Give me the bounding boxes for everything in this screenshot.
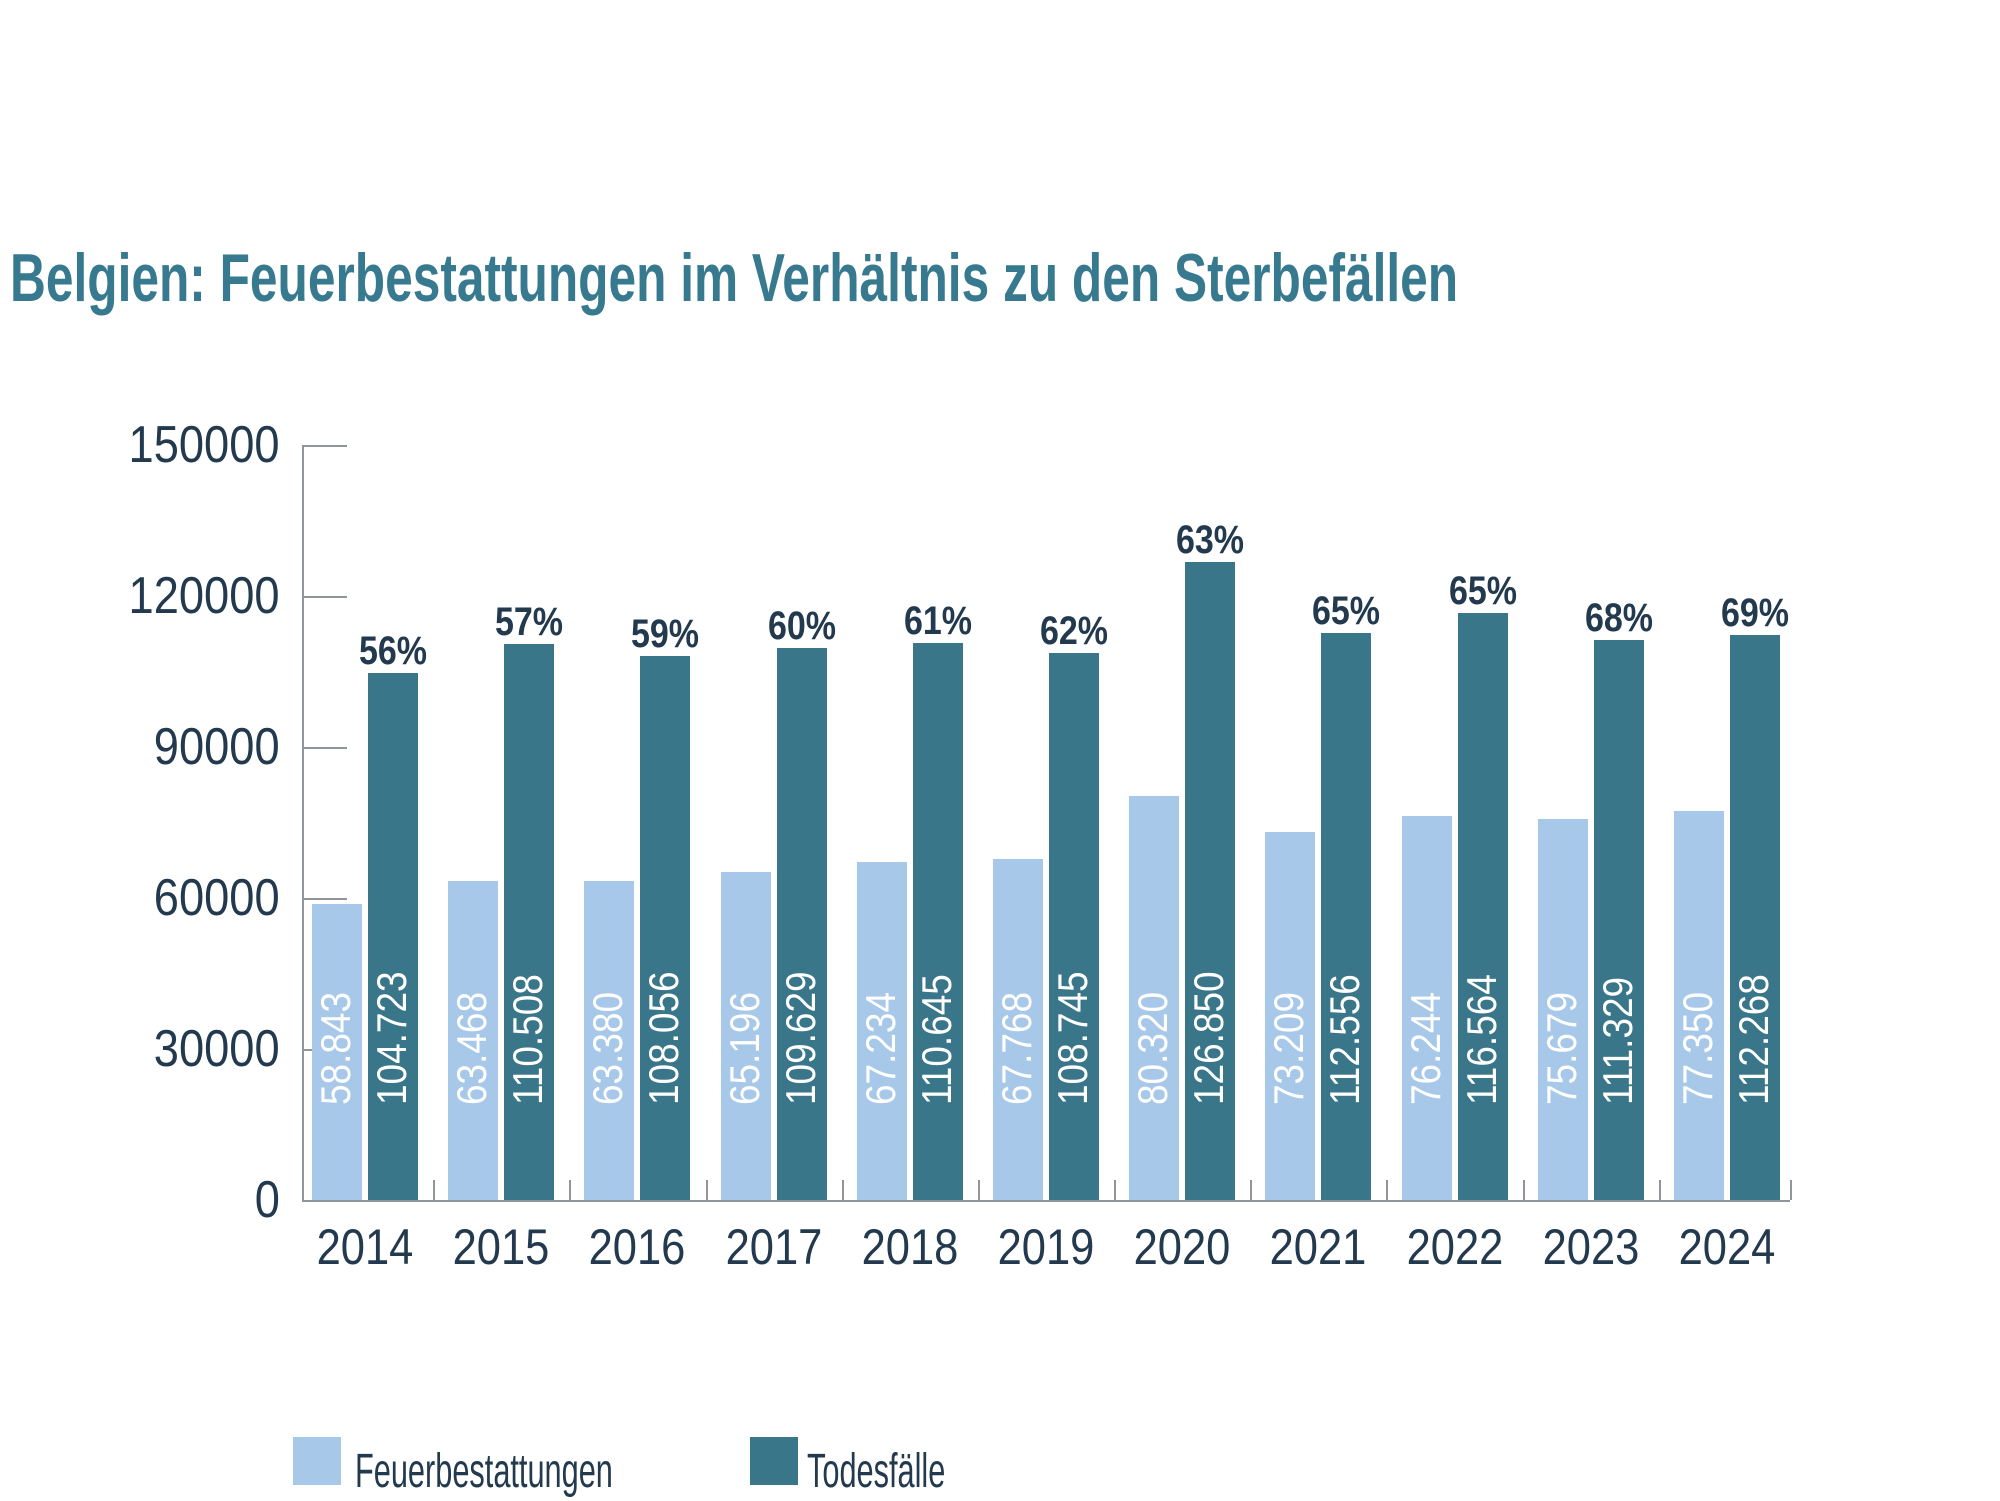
x-axis-line	[302, 1200, 1790, 1202]
legend-label-cremations: Feuerbestattungen	[355, 1445, 613, 1498]
percent-label-2023: 68%	[1584, 596, 1654, 640]
bar-cremations-2024	[1674, 811, 1724, 1200]
x-axis-label-2022: 2022	[1406, 1219, 1504, 1275]
bar-cremations-2017	[721, 872, 771, 1200]
bar-cremations-2019	[993, 859, 1043, 1200]
x-axis-tick	[978, 1180, 980, 1200]
percent-label-2015: 57%	[494, 600, 564, 644]
y-axis-tick	[302, 445, 347, 447]
bar-cremations-2014	[312, 904, 362, 1200]
y-axis-tick-label: 60000	[154, 869, 280, 927]
percent-label-2022: 65%	[1448, 569, 1518, 613]
x-axis-label-2023: 2023	[1542, 1219, 1640, 1275]
bar-deaths-2014	[368, 673, 418, 1200]
x-axis-tick	[706, 1180, 708, 1200]
legend-swatch-deaths	[750, 1437, 798, 1485]
bar-value-deaths-2024: 112.268	[1730, 974, 1777, 1105]
bar-value-deaths-2023: 111.329	[1594, 976, 1641, 1105]
y-axis-tick-label: 120000	[129, 567, 280, 625]
bar-cremations-2016	[584, 881, 634, 1200]
x-axis-tick	[1659, 1180, 1661, 1200]
legend-label-deaths: Todesfälle	[807, 1445, 946, 1498]
percent-label-2014: 56%	[358, 629, 428, 673]
bar-cremations-2020	[1129, 796, 1179, 1200]
bar-deaths-2024	[1730, 635, 1780, 1200]
bar-cremations-2015	[448, 881, 498, 1200]
bar-value-deaths-2022: 116.564	[1458, 974, 1505, 1105]
bar-cremations-2023	[1538, 819, 1588, 1200]
bar-deaths-2017	[777, 648, 827, 1200]
percent-label-2018: 61%	[903, 599, 973, 643]
x-axis-tick	[1386, 1180, 1388, 1200]
x-axis-label-2016: 2016	[588, 1219, 686, 1275]
x-axis-tick	[569, 1180, 571, 1200]
bar-value-deaths-2021: 112.556	[1321, 974, 1368, 1105]
bar-value-cremations-2020: 80.320	[1129, 991, 1176, 1105]
x-axis-tick	[1114, 1180, 1116, 1200]
y-axis-tick	[302, 596, 347, 598]
bar-value-cremations-2017: 65.196	[721, 991, 768, 1105]
bar-deaths-2021	[1321, 633, 1371, 1200]
percent-label-2019: 62%	[1039, 609, 1109, 653]
bar-value-cremations-2021: 73.209	[1265, 991, 1312, 1105]
bar-deaths-2020	[1185, 562, 1235, 1200]
x-axis-label-2018: 2018	[861, 1219, 959, 1275]
bar-value-cremations-2022: 76.244	[1402, 991, 1449, 1105]
y-axis-tick	[302, 747, 347, 749]
x-axis-label-2020: 2020	[1133, 1219, 1231, 1275]
x-axis-label-2024: 2024	[1678, 1219, 1776, 1275]
percent-label-2021: 65%	[1311, 589, 1381, 633]
y-axis-tick-label: 90000	[154, 718, 280, 776]
x-axis-label-2019: 2019	[997, 1219, 1095, 1275]
bar-value-deaths-2015: 110.508	[504, 974, 551, 1105]
bar-deaths-2016	[640, 656, 690, 1200]
bar-value-cremations-2016: 63.380	[584, 991, 631, 1105]
bar-value-deaths-2020: 126.850	[1185, 971, 1232, 1105]
bar-value-cremations-2019: 67.768	[993, 991, 1040, 1105]
bar-value-deaths-2017: 109.629	[777, 971, 824, 1105]
x-axis-label-2021: 2021	[1269, 1219, 1367, 1275]
y-axis-tick	[302, 898, 347, 900]
x-axis-tick	[1250, 1180, 1252, 1200]
percent-label-2020: 63%	[1175, 518, 1245, 562]
legend-swatch-cremations	[293, 1437, 341, 1485]
bar-value-cremations-2023: 75.679	[1538, 991, 1585, 1105]
y-axis-tick-label: 30000	[154, 1020, 280, 1078]
bar-deaths-2023	[1594, 640, 1644, 1200]
bar-cremations-2021	[1265, 832, 1315, 1200]
x-axis-tick	[1790, 1180, 1792, 1200]
y-axis-line	[302, 445, 304, 1202]
bar-value-cremations-2024: 77.350	[1674, 991, 1721, 1105]
bar-value-cremations-2018: 67.234	[857, 991, 904, 1105]
chart-title: Belgien: Feuerbestattungen im Verhältnis…	[10, 240, 1459, 316]
y-axis-tick-label: 0	[254, 1171, 280, 1229]
x-axis-tick	[842, 1180, 844, 1200]
bar-cremations-2022	[1402, 816, 1452, 1200]
x-axis-label-2017: 2017	[725, 1219, 823, 1275]
bar-value-cremations-2014: 58.843	[312, 991, 359, 1105]
bar-value-cremations-2015: 63.468	[448, 991, 495, 1105]
percent-label-2024: 69%	[1720, 591, 1790, 635]
bar-value-deaths-2014: 104.723	[368, 971, 415, 1105]
percent-label-2017: 60%	[767, 604, 837, 648]
bar-deaths-2019	[1049, 653, 1099, 1200]
x-axis-tick	[1523, 1180, 1525, 1200]
bar-value-deaths-2018: 110.645	[913, 974, 960, 1105]
bar-value-deaths-2019: 108.745	[1049, 971, 1096, 1105]
x-axis-label-2014: 2014	[316, 1219, 414, 1275]
bar-deaths-2015	[504, 644, 554, 1200]
x-axis-label-2015: 2015	[452, 1219, 550, 1275]
bar-value-deaths-2016: 108.056	[640, 971, 687, 1105]
bar-cremations-2018	[857, 862, 907, 1200]
bar-deaths-2022	[1458, 613, 1508, 1200]
x-axis-tick	[433, 1180, 435, 1200]
y-axis-tick-label: 150000	[129, 416, 280, 474]
bar-deaths-2018	[913, 643, 963, 1200]
percent-label-2016: 59%	[630, 612, 700, 656]
